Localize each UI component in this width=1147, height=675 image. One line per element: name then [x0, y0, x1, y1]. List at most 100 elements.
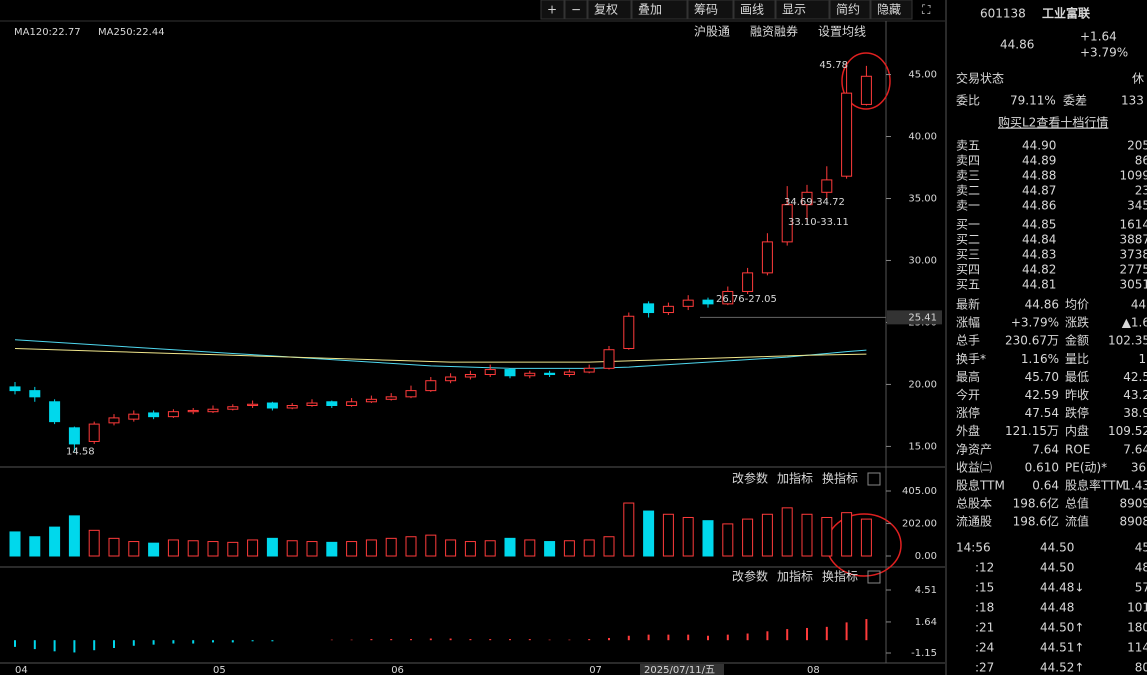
stock-pct: +3.79% [1080, 46, 1128, 60]
book-volume: 23 [1135, 184, 1147, 198]
stat-label: 股息TTM [956, 478, 1005, 493]
panel-close[interactable] [867, 472, 881, 486]
status-value: 休 [1132, 72, 1144, 86]
candle-body [148, 412, 160, 418]
panel-button[interactable]: 改参数 [732, 471, 768, 486]
stat-value: 36. [1131, 460, 1147, 474]
toolbar-label[interactable]: 显示 [782, 3, 806, 17]
candle-body [326, 401, 338, 407]
last-price-box [887, 310, 942, 325]
candle-body [662, 305, 674, 314]
toolbar-label[interactable]: − [571, 3, 581, 17]
l2-link[interactable]: 购买L2查看十档行情 [998, 115, 1108, 130]
candle-body [286, 405, 298, 409]
toolbar-button[interactable] [540, 0, 565, 20]
sub-link[interactable]: 融资融券 [750, 24, 798, 39]
stat-label: 涨跌 [1065, 315, 1089, 330]
volume-bar [148, 542, 160, 557]
book-label: 买三 [956, 248, 980, 262]
toolbar-button[interactable] [564, 0, 588, 20]
book-label: 买四 [956, 263, 980, 277]
stat-label: 流值 [1065, 514, 1089, 529]
book-label: 卖五 [956, 139, 980, 153]
toolbar-label[interactable]: 筹码 [694, 3, 718, 17]
stat-label: 涨停 [956, 405, 980, 420]
volume-bar [227, 541, 239, 557]
toolbar-label[interactable]: 复权 [594, 3, 618, 17]
candle-body [702, 299, 714, 305]
y-tick-label: 0.00 [915, 551, 937, 562]
stat-value: ▲1.6 [1122, 316, 1147, 330]
panel-close[interactable] [867, 570, 881, 584]
ratio-cell: 133 [1121, 94, 1144, 108]
volume-bar [524, 539, 536, 557]
toolbar-label[interactable]: 叠加 [638, 3, 662, 17]
toolbar-button[interactable] [687, 0, 734, 20]
sub-link[interactable]: 沪股通 [694, 25, 730, 39]
toolbar-label[interactable]: 隐藏 [877, 3, 901, 17]
stat-value: 121.15万 [1005, 424, 1059, 438]
volume-bar [504, 537, 516, 557]
toolbar-button[interactable] [870, 0, 913, 20]
ma-line [14, 339, 867, 369]
stat-label: 均价 [1065, 298, 1089, 312]
toolbar-button[interactable] [631, 0, 688, 20]
stat-label: ROE [1065, 442, 1090, 456]
book-price: 44.85 [1022, 218, 1056, 232]
candle-body [504, 369, 516, 377]
tick-price: 44.48 [1040, 601, 1074, 615]
tick-volume: 80 [1135, 661, 1147, 675]
candle-body [405, 390, 417, 398]
panel-button[interactable]: 加指标 [777, 569, 813, 584]
tick-time: :15 [975, 581, 994, 595]
stat-label: 股息率TTM [1065, 478, 1126, 493]
volume-bar [187, 540, 199, 557]
toolbar-label[interactable]: + [547, 3, 557, 17]
volume-bar [9, 531, 21, 557]
y-tick-label: 40.00 [908, 132, 937, 143]
panel-button[interactable]: 换指标 [822, 471, 858, 486]
tick-price: 44.52↑ [1040, 661, 1084, 675]
book-price: 44.88 [1022, 169, 1056, 183]
toolbar-button[interactable] [733, 0, 776, 20]
panel-button[interactable]: 改参数 [732, 569, 768, 584]
volume-bar [583, 539, 595, 557]
stat-value: 8909 [1119, 497, 1147, 511]
volume-bar [306, 541, 318, 557]
stat-value: 1.43 [1123, 479, 1147, 493]
candle-body [563, 371, 575, 376]
stat-label: 涨幅 [956, 315, 980, 330]
panel-button[interactable]: 加指标 [777, 471, 813, 486]
volume-bar [484, 540, 496, 557]
stat-value: 44.86 [1025, 298, 1059, 312]
sub-link[interactable]: 设置均线 [818, 25, 866, 39]
volume-bar [405, 536, 417, 557]
volume-bar [167, 539, 179, 557]
stat-value: 102.35 [1108, 334, 1147, 348]
candle-body [167, 411, 179, 418]
volume-bar [247, 539, 259, 557]
panel-button[interactable]: 换指标 [822, 569, 858, 584]
cursor-date: 2025/07/11/五 [644, 665, 715, 675]
candle-body [464, 374, 476, 378]
toolbar-button[interactable] [587, 0, 632, 20]
toolbar-button[interactable] [829, 0, 871, 20]
tick-price: 44.51↑ [1040, 641, 1084, 655]
stat-value: 42.59 [1025, 388, 1059, 402]
toolbar-label[interactable]: 画线 [740, 3, 764, 17]
price-annotation: 34.69-34.72 [784, 197, 845, 208]
stat-label: 流通股 [956, 515, 992, 529]
stat-value: 42.5 [1123, 370, 1147, 384]
candle-body [346, 401, 358, 407]
volume-bar [425, 534, 437, 557]
toolbar-button[interactable] [775, 0, 830, 20]
stat-label: 总股本 [956, 497, 992, 511]
stat-label: 金额 [1065, 333, 1089, 348]
stat-value: 230.67万 [1005, 334, 1059, 348]
toolbar-expand[interactable]: ⛶ [921, 3, 931, 17]
price-annotation: 14.58 [66, 447, 95, 458]
tick-time: 14:56 [956, 541, 991, 555]
candle-body [247, 403, 259, 407]
toolbar-label[interactable]: 简约 [836, 2, 860, 17]
